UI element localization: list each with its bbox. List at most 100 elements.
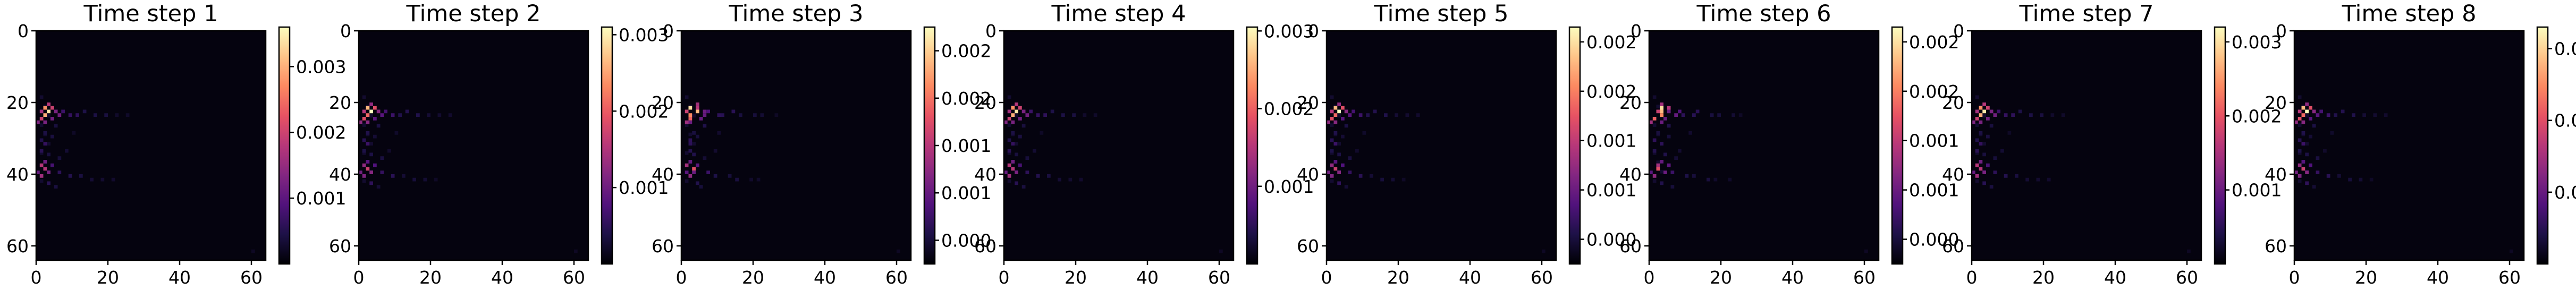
- heatmap-cell: [72, 131, 76, 135]
- heatmap-cell: [1695, 109, 1700, 114]
- x-tick-label: 40: [814, 267, 836, 288]
- heatmap-cell: [373, 163, 377, 167]
- colorbar-tick-label: 0.003: [2232, 32, 2282, 53]
- axes-frame: [2293, 30, 2525, 261]
- heatmap-cell: [2309, 117, 2312, 121]
- y-tick-label: 20: [6, 92, 29, 113]
- heatmap-cell: [1007, 179, 1011, 183]
- heatmap-cell: [43, 113, 47, 117]
- colorbar-tick-label: 0.000: [1586, 229, 1636, 250]
- heatmap-cell: [57, 113, 62, 117]
- heatmap-cell: [2312, 109, 2316, 114]
- heatmap-cell: [1979, 167, 1983, 171]
- heatmap-cell: [387, 149, 391, 153]
- heatmap-cell: [717, 131, 721, 135]
- y-tick-label: 0: [1308, 21, 1319, 41]
- heatmap-cell: [39, 179, 44, 183]
- heatmap-cell: [1416, 113, 1420, 117]
- heatmap-cell: [1405, 113, 1409, 117]
- heatmap-cell: [692, 114, 696, 118]
- heatmap-cell: [1058, 177, 1061, 182]
- heatmap-cell: [1688, 131, 1692, 135]
- colorbar-tick-label: 0.002: [296, 122, 346, 143]
- colorbar-frame: [2536, 26, 2549, 265]
- heatmap-cell: [2369, 177, 2374, 182]
- heatmap-cell: [1652, 123, 1657, 127]
- heatmap-cell: [1975, 149, 1979, 153]
- heatmap-cell: [75, 113, 79, 117]
- x-tick-label: 20: [97, 267, 119, 288]
- heatmap-cell: [1007, 95, 1011, 99]
- colorbar-tick-label: 0.002: [1264, 99, 1314, 119]
- heatmap-cell: [1713, 177, 1718, 182]
- heatmap-cell: [2309, 134, 2312, 139]
- heatmap-cell: [1007, 151, 1011, 155]
- heatmap-cell: [1344, 124, 1348, 128]
- y-tick-label: 0: [18, 21, 29, 41]
- heatmap-cell: [1333, 113, 1338, 117]
- heatmap-cell: [1656, 131, 1660, 135]
- heatmap-cell: [50, 117, 54, 121]
- x-tick-label: 20: [742, 267, 764, 288]
- heatmap-cell: [1652, 117, 1657, 121]
- heatmap-cell: [1337, 142, 1341, 146]
- heatmap-cell: [1986, 134, 1990, 139]
- colorbar-frame: [601, 26, 613, 265]
- heatmap-cell: [373, 106, 377, 110]
- heatmap-cell: [1330, 117, 1334, 121]
- y-tick-label: 20: [329, 92, 351, 113]
- y-tick-label: 0: [2276, 21, 2287, 41]
- heatmap-cell: [692, 167, 696, 171]
- heatmap-cell: [2309, 106, 2312, 110]
- heatmap-cell: [2319, 109, 2323, 114]
- heatmap-cell: [1692, 113, 1696, 117]
- heatmap-cell: [366, 120, 370, 124]
- heatmap-cell: [47, 102, 50, 106]
- heatmap-cell: [692, 152, 696, 157]
- heatmap-cell: [43, 106, 47, 110]
- heatmap-cell: [68, 174, 72, 178]
- heatmap-cell: [1989, 109, 1994, 114]
- chart-title: Time step 2: [406, 1, 541, 27]
- heatmap-cell: [1975, 179, 1979, 183]
- heatmap-cell: [688, 149, 692, 153]
- heatmap-cell: [369, 170, 373, 174]
- heatmap-cell: [1652, 138, 1657, 142]
- y-tick-label: 60: [1619, 236, 1642, 257]
- heatmap-cell: [1011, 167, 1015, 171]
- x-tick-label: 60: [1531, 267, 1553, 288]
- heatmap-cell: [1993, 170, 1997, 174]
- heatmap-cell: [1337, 170, 1341, 174]
- x-tick-label: 20: [419, 267, 442, 288]
- y-tick-label: 20: [1942, 92, 1964, 113]
- heatmap-cell: [1219, 249, 1223, 253]
- heatmap-cell: [380, 113, 384, 117]
- heatmap-cell: [696, 102, 699, 106]
- heatmap-cell: [402, 174, 406, 178]
- colorbar-frame: [1891, 26, 1904, 265]
- heatmap-cell: [1670, 170, 1675, 174]
- colorbar-tick-label: 0.002: [1909, 81, 1959, 102]
- axes-frame: [1971, 30, 2202, 261]
- heatmap-cell: [111, 177, 115, 182]
- heatmap-cell: [1330, 179, 1334, 183]
- heatmap-cell: [2305, 109, 2309, 114]
- heatmap-cell: [2040, 113, 2043, 117]
- heatmap-cell: [756, 177, 761, 182]
- heatmap-cell: [713, 149, 717, 153]
- heatmap-cell: [1033, 149, 1036, 153]
- colorbar-frame: [278, 26, 291, 265]
- heatmap-cell: [2036, 177, 2040, 182]
- heatmap-cell: [2348, 177, 2352, 182]
- heatmap-cell: [1864, 249, 1868, 253]
- heatmap-cell: [1986, 163, 1990, 167]
- heatmap-cell: [699, 185, 703, 189]
- heatmap-cell: [731, 109, 736, 114]
- chart-title: Time step 7: [2019, 1, 2154, 27]
- heatmap-cell: [688, 174, 692, 178]
- heatmap-background: [359, 31, 588, 260]
- x-tick-label: 0: [31, 267, 42, 288]
- heatmap-cell: [2309, 163, 2312, 167]
- heatmap-cell: [749, 177, 753, 182]
